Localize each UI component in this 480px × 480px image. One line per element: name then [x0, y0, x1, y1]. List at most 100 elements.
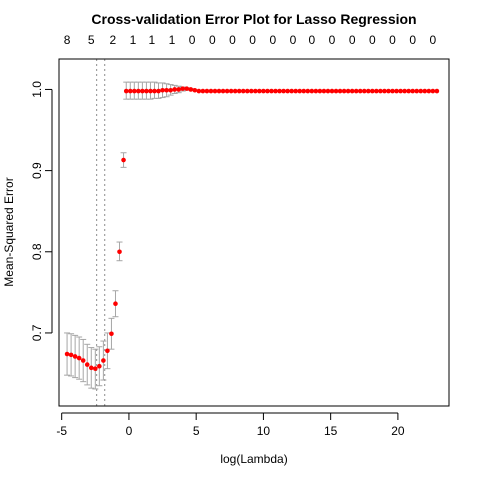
top-tick-label: 0	[329, 33, 336, 47]
top-tick-label: 1	[130, 33, 137, 47]
top-tick-label: 0	[389, 33, 396, 47]
mse-point	[160, 87, 165, 93]
top-tick-label: 8	[64, 33, 71, 47]
mse-point	[414, 88, 420, 94]
mse-point	[277, 88, 282, 94]
mse-point	[232, 88, 238, 94]
chart-title: Cross-validation Error Plot for Lasso Re…	[91, 11, 416, 27]
mse-point	[244, 88, 250, 94]
mse-point	[370, 88, 375, 94]
mse-point	[406, 88, 411, 94]
mse-point	[390, 88, 395, 94]
x-tick-label: -5	[56, 424, 67, 438]
mse-point	[76, 355, 82, 361]
mse-point	[257, 88, 262, 94]
mse-point	[305, 88, 311, 94]
mse-point	[88, 365, 94, 371]
mse-point	[72, 354, 78, 359]
mse-point	[341, 88, 347, 94]
mse-point	[184, 86, 190, 91]
top-tick-label: 0	[189, 33, 196, 47]
mse-point	[430, 88, 436, 94]
mse-point	[188, 87, 194, 92]
mse-point	[80, 358, 86, 363]
mse-point	[398, 88, 403, 94]
x-tick-label: 15	[324, 424, 338, 438]
mse-point	[84, 362, 90, 367]
x-tick-label: 20	[391, 424, 405, 438]
mse-point	[97, 363, 102, 369]
mse-point	[136, 88, 141, 94]
mse-point	[156, 88, 161, 94]
mse-point	[378, 88, 383, 94]
mse-point	[382, 88, 387, 94]
mse-point	[345, 88, 351, 94]
top-tick-label: 0	[409, 33, 416, 47]
mse-point	[361, 88, 367, 94]
mse-point	[64, 351, 70, 357]
mse-point	[265, 88, 270, 94]
mse-point	[132, 88, 137, 94]
y-tick-label: 0.9	[30, 162, 44, 179]
top-tick-label: 5	[88, 33, 95, 47]
mse-point	[333, 88, 339, 94]
mse-point	[434, 88, 440, 94]
top-tick-label: 0	[430, 33, 437, 47]
top-tick-label: 0	[209, 33, 216, 47]
mse-point	[281, 88, 286, 94]
y-axis: 0.7 0.8 0.9 1.0	[30, 81, 53, 341]
mse-point	[68, 352, 74, 358]
mse-point	[329, 88, 335, 94]
error-bars	[64, 81, 194, 390]
top-tick-label: 1	[169, 33, 176, 47]
mse-point	[366, 88, 371, 94]
mse-point	[168, 87, 173, 93]
mse-point	[180, 86, 186, 91]
mse-point	[301, 88, 307, 94]
mse-point	[93, 366, 98, 371]
mse-point	[261, 88, 266, 94]
mse-point	[337, 88, 343, 94]
mse-point	[309, 88, 315, 94]
x-axis-label: log(Lambda)	[220, 452, 287, 466]
mse-point	[117, 249, 122, 255]
top-tick-label: 0	[308, 33, 315, 47]
mse-point	[422, 88, 428, 94]
mse-point	[192, 87, 198, 93]
mse-point	[321, 88, 327, 94]
mse-point	[253, 88, 258, 94]
mse-point	[208, 88, 214, 94]
mse-point	[105, 348, 110, 354]
mse-point	[228, 88, 234, 94]
mse-point	[297, 88, 303, 94]
mse-point	[285, 88, 290, 94]
mse-point	[236, 88, 242, 94]
top-tick-label: 1	[148, 33, 155, 47]
top-tick-label: 0	[369, 33, 376, 47]
plot-frame	[58, 58, 450, 407]
mse-point	[249, 88, 254, 94]
y-tick-label: 1.0	[30, 81, 44, 98]
mse-point	[386, 88, 391, 94]
mse-point	[273, 88, 278, 94]
x-tick-label: 10	[257, 424, 271, 438]
mse-point	[394, 88, 399, 94]
top-tick-label: 0	[249, 33, 256, 47]
x-tick-label: 5	[193, 424, 200, 438]
x-axis: -5 0 5 10 15 20	[56, 412, 405, 438]
mse-point	[196, 88, 202, 94]
y-tick-label: 0.8	[30, 243, 44, 260]
x-tick-label: 0	[126, 424, 133, 438]
y-axis-label: Mean-Squared Error	[2, 177, 16, 286]
mse-point	[269, 88, 274, 94]
mse-point	[101, 358, 106, 363]
mse-point	[374, 88, 379, 94]
mse-point	[410, 88, 415, 94]
mse-point	[148, 88, 153, 94]
mse-point	[325, 88, 331, 94]
mse-point	[109, 331, 114, 337]
top-tick-label: 0	[349, 33, 356, 47]
mse-point	[152, 88, 157, 94]
mse-points	[64, 86, 440, 371]
